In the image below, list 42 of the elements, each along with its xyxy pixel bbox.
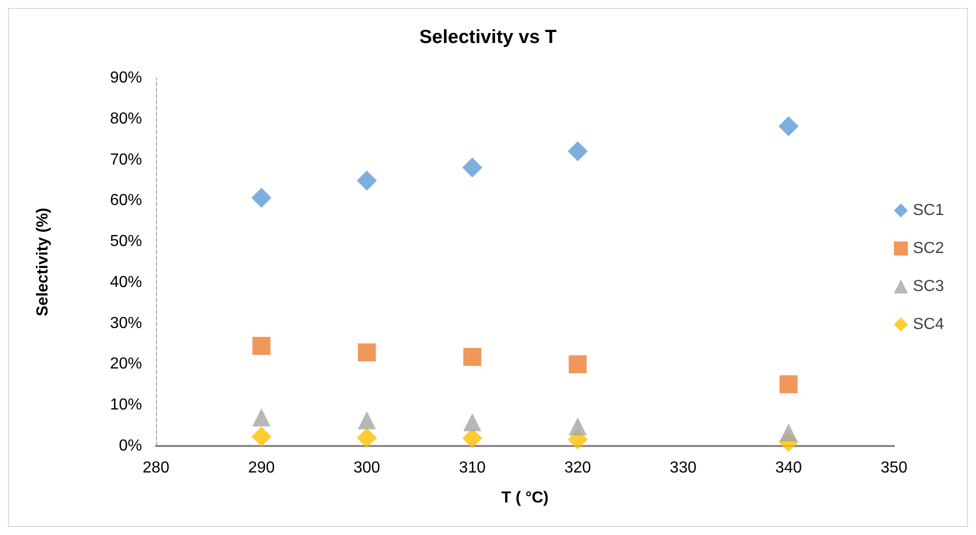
point [463, 413, 482, 432]
point [568, 141, 588, 162]
x-axis-title: T ( °C) [501, 490, 549, 506]
y-tick-label: 40% [110, 274, 142, 291]
x-tick-label: 280 [142, 460, 170, 476]
y-tick-label: 50% [110, 233, 142, 250]
x-tick-label: 310 [458, 460, 486, 476]
x-tick-label: 350 [880, 460, 908, 476]
legend-label: SC2 [912, 240, 944, 257]
y-tick-label: 30% [110, 314, 142, 332]
y-tick-label: 90% [110, 70, 142, 86]
x-tick-label: 340 [775, 460, 802, 476]
point [463, 348, 482, 366]
point [252, 336, 270, 355]
point [358, 343, 376, 362]
y-tick-label: 70% [110, 151, 142, 168]
legend-label: SC4 [912, 316, 944, 333]
y-tick-label: 10% [110, 396, 142, 414]
y-tick-label: 60% [110, 192, 142, 210]
y-tick-label: 80% [110, 110, 142, 128]
point [356, 170, 377, 191]
x-tick-label: 300 [354, 460, 380, 476]
y-axis-title: Selectivity (%) [34, 208, 52, 316]
point [780, 375, 798, 394]
point [358, 411, 376, 430]
legend-label: SC3 [912, 278, 944, 295]
y-tick-label: 0% [118, 438, 142, 454]
x-tick-label: 320 [564, 460, 592, 476]
x-tick-label: 290 [248, 460, 275, 476]
point [251, 188, 272, 208]
point [251, 426, 272, 447]
point [568, 417, 587, 436]
point [252, 408, 270, 426]
point [462, 158, 482, 178]
point [778, 116, 799, 136]
point [568, 355, 587, 374]
y-tick-label: 20% [110, 356, 142, 373]
x-tick-label: 330 [670, 460, 697, 476]
legend-label: SC1 [912, 202, 944, 219]
chart-title: Selectivity vs T [419, 27, 558, 48]
point [356, 428, 377, 448]
point [780, 424, 798, 442]
